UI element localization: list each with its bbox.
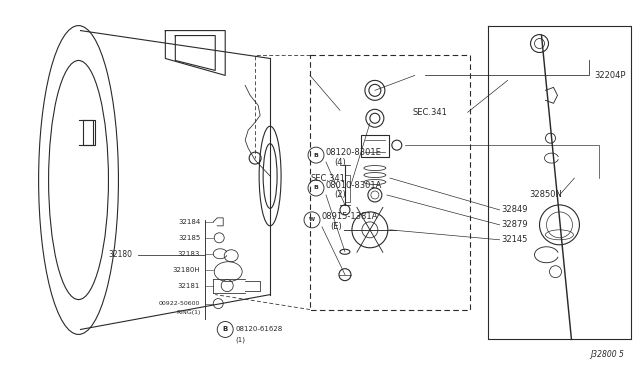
Text: (E): (E)	[330, 222, 342, 231]
Text: J32800 5: J32800 5	[591, 350, 625, 359]
Text: 32180H: 32180H	[173, 267, 200, 273]
Text: SEC.341: SEC.341	[310, 173, 345, 183]
Text: 32850N: 32850N	[529, 190, 563, 199]
Text: W: W	[309, 217, 315, 222]
Text: B: B	[314, 186, 319, 190]
Text: 08915-1381A: 08915-1381A	[322, 212, 378, 221]
Text: 32145: 32145	[502, 235, 528, 244]
Text: 32185: 32185	[178, 235, 200, 241]
Text: 32180: 32180	[108, 250, 132, 259]
Text: 00922-50600: 00922-50600	[159, 301, 200, 306]
Text: 08010-8301A: 08010-8301A	[326, 180, 382, 189]
Text: 32204P: 32204P	[595, 71, 626, 80]
Text: (1): (1)	[235, 336, 245, 343]
Text: 32849: 32849	[502, 205, 528, 214]
Text: (4): (4)	[334, 158, 346, 167]
Text: B: B	[314, 153, 319, 158]
Text: 32181: 32181	[178, 283, 200, 289]
Text: 32184: 32184	[178, 219, 200, 225]
Text: 08120-8301E: 08120-8301E	[326, 148, 382, 157]
Text: SEC.341: SEC.341	[413, 108, 447, 117]
Text: RING(1): RING(1)	[176, 310, 200, 315]
Text: 08120-61628: 08120-61628	[235, 327, 282, 333]
Text: 32183: 32183	[178, 251, 200, 257]
Text: 32879: 32879	[502, 220, 528, 230]
Text: (2): (2)	[334, 190, 346, 199]
Text: B: B	[223, 327, 228, 333]
